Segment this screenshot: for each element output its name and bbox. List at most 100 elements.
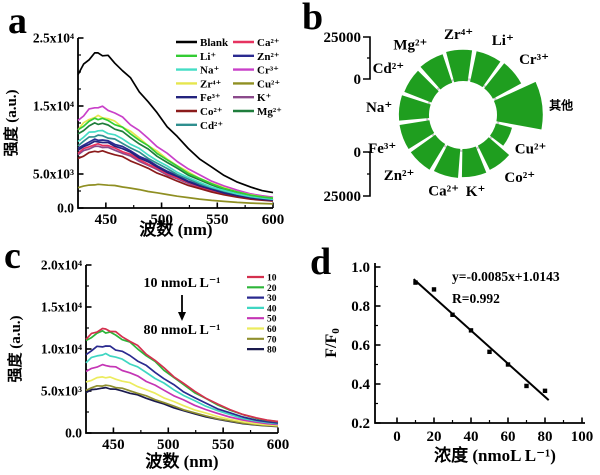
radial-bar-Zn²⁺ (410, 134, 446, 170)
ion-label-Fe³⁺: Fe³⁺ (368, 141, 396, 157)
panel-a-letter: a (8, 0, 27, 42)
data-point (450, 312, 455, 317)
y-tick-label: 5.0x10³ (33, 167, 74, 182)
radial-bar-其他 (493, 81, 543, 130)
legend-label-Na⁺: Na⁺ (200, 65, 219, 77)
legend-label-Cu²⁺: Cu²⁺ (257, 78, 280, 90)
spectrum-curve-10 (85, 327, 279, 423)
legend-label-50: 50 (267, 315, 277, 325)
radial-bar-Li⁺ (470, 51, 501, 88)
radial-bar-Cr³⁺ (484, 63, 522, 99)
spectrum-curve-70 (85, 384, 279, 428)
y-tick-label: 5.0x10³ (41, 384, 82, 399)
x-axis-title: 波数 (nm) (139, 219, 212, 239)
ion-label-Li⁺: Li⁺ (492, 33, 514, 49)
y-tick-label: 1.0x10⁴ (41, 342, 82, 357)
data-point (431, 287, 437, 292)
panel-c-letter: c (4, 235, 21, 277)
panel-a: a 450 500 550 600 0.0 5.0x10³ 1.5x10⁴ 2.5x10⁴ 波数… (0, 0, 300, 240)
data-point (542, 388, 548, 394)
scale-top-bottom-label: 0 (354, 72, 362, 88)
ion-label-Cr³⁺: Cr³⁺ (519, 52, 549, 68)
panel-c: c 450 500 550 600 0.0 5.0x10³ 1.0x10⁴ 1.5x10⁴ 2.… (0, 237, 300, 475)
ion-label-K⁺: K⁺ (466, 184, 486, 200)
spectrum-curve-Cr³⁺ (77, 105, 274, 199)
spectrum-curve-Co²⁺ (77, 149, 274, 202)
x-tick-label: 600 (262, 212, 285, 228)
legend-label-K⁺: K⁺ (257, 92, 272, 104)
annotation-arrow-head (178, 312, 186, 321)
legend-label-10: 10 (267, 274, 277, 284)
spectrum-curve-Na⁺ (77, 129, 274, 201)
panel-b-radial-chart: 其他 Cr³⁺ Li⁺ Zr⁴⁺ Mg²⁺ Cd²⁺ Na⁺ Fe³⁺ Zn²⁺ Ca²⁺ K⁺ Co… (324, 27, 574, 205)
x-tick-label: 550 (212, 437, 235, 453)
radial-bar-Mg²⁺ (420, 54, 453, 90)
annotation-top: 10 nmoL L⁻¹ (144, 276, 221, 291)
spectrum-curve-Zn²⁺ (77, 138, 274, 201)
y-tick-label: 0.0 (57, 201, 74, 216)
y-axis-title: F/F0 (323, 328, 342, 358)
legend-label-Co²⁺: Co²⁺ (200, 106, 223, 118)
x-tick-label: 60 (501, 429, 516, 445)
legend-label-70: 70 (267, 335, 277, 345)
ion-label-Zr⁴⁺: Zr⁴⁺ (444, 27, 473, 43)
y-tick-label: 0.4 (351, 377, 370, 393)
y-tick-label: 1.5x10⁴ (33, 99, 74, 114)
ion-label-Cu²⁺: Cu²⁺ (515, 141, 547, 157)
data-point (413, 280, 418, 285)
spectrum-curve-60 (85, 376, 279, 427)
radial-bar-Co²⁺ (477, 137, 510, 170)
y-tick-label: 1.0 (351, 260, 370, 276)
x-tick-label: 0 (393, 429, 401, 445)
spectrum-curve-Li⁺ (77, 117, 274, 199)
panel-a-spectra-chart: 450 500 550 600 0.0 5.0x10³ 1.5x10⁴ 2.5x10⁴ 波数 (… (2, 31, 285, 240)
x-tick-label: 20 (427, 429, 442, 445)
data-point (487, 349, 492, 355)
x-tick-label: 450 (102, 437, 125, 453)
x-tick-label: 80 (538, 429, 553, 445)
ion-label-Mg²⁺: Mg²⁺ (393, 37, 427, 53)
x-tick-label: 100 (571, 429, 594, 445)
x-tick-label: 500 (150, 212, 173, 228)
ion-label-Co²⁺: Co²⁺ (504, 170, 535, 186)
y-tick-label: 2.5x10⁴ (33, 31, 74, 46)
ion-label-Ca²⁺: Ca²⁺ (428, 183, 459, 199)
legend-label-Fe³⁺: Fe³⁺ (200, 92, 221, 104)
axes (374, 263, 585, 424)
panel-c-spectra-chart: 450 500 550 600 0.0 5.0x10³ 1.0x10⁴ 1.5x10⁴ 2.0x… (6, 258, 290, 472)
legend-label-Mg²⁺: Mg²⁺ (257, 106, 282, 118)
scale-bottom-top-label: 0 (354, 145, 362, 161)
legend-label-Li⁺: Li⁺ (200, 51, 216, 63)
legend-label-Cr³⁺: Cr³⁺ (257, 65, 279, 77)
x-axis-title: 浓度 (nmoL L⁻¹) (434, 445, 556, 465)
spectrum-curve-Cu²⁺ (77, 183, 274, 205)
spectrum-curve-20 (85, 329, 279, 423)
legend-label-Ca²⁺: Ca²⁺ (257, 37, 280, 49)
x-tick-label: 450 (95, 212, 118, 228)
panel-d-letter: d (310, 241, 332, 283)
y-tick-label: 0.2 (351, 416, 370, 432)
ion-label-Cd²⁺: Cd²⁺ (373, 61, 405, 77)
x-tick-label: 600 (267, 437, 290, 453)
radial-bar-Cu²⁺ (490, 123, 512, 146)
radial-bar-Zr⁴⁺ (446, 49, 473, 83)
fit-line (412, 278, 550, 401)
y-tick-label: 2.0x10⁴ (41, 258, 82, 273)
legend-label-Zr⁴⁺: Zr⁴⁺ (200, 78, 222, 90)
y-tick-label: 0.8 (351, 299, 370, 315)
annotation-bottom: 80 nmoL L⁻¹ (144, 323, 221, 338)
data-point (505, 362, 511, 367)
y-tick-label: 1.5x10⁴ (41, 300, 82, 315)
panel-b-letter: b (302, 0, 324, 38)
radial-bar-Cd²⁺ (404, 70, 439, 103)
ion-label-Zn²⁺: Zn²⁺ (384, 168, 415, 184)
ion-label-其他: 其他 (549, 97, 573, 112)
data-point (524, 383, 529, 389)
panel-d: d 0 20 40 60 80 100 0.2 0.4 0.6 0.8 1.0 y=-0.0085x+… (300, 237, 600, 475)
legend-label-60: 60 (267, 325, 277, 335)
radial-bar-K⁺ (461, 146, 487, 178)
legend-label-40: 40 (267, 304, 277, 314)
spectrum-curve-Fe³⁺ (77, 140, 274, 201)
panel-b: b 其他 Cr³⁺ Li⁺ Zr⁴⁺ Mg²⁺ Cd²⁺ Na⁺ Fe³⁺ Zn²⁺ Ca²⁺ K⁺… (300, 0, 600, 237)
